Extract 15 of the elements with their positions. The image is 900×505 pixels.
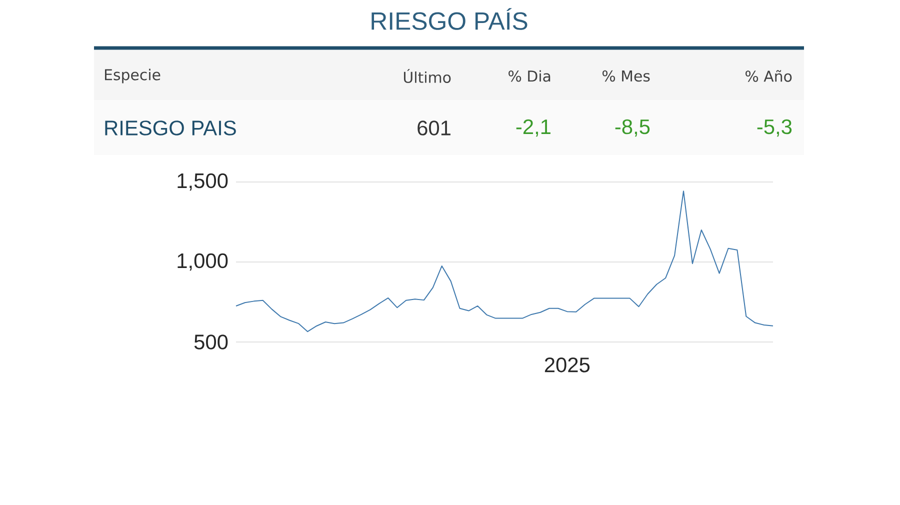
text: % Dia: [508, 70, 550, 82]
text: -8,5: [615, 119, 650, 137]
y-tick-label: 1,000: [178, 253, 228, 271]
y-tick-label: 500: [194, 334, 228, 350]
text: % Año: [746, 70, 792, 82]
text: -2,1: [516, 119, 550, 137]
y-tick-label: 1,500: [178, 173, 228, 191]
chart-title: RIESGO PAÍS: [372, 8, 528, 30]
x-tick-label: 2025: [544, 358, 590, 372]
text: 601: [418, 120, 450, 136]
text: -5,3: [757, 119, 792, 137]
text: % Mes: [602, 70, 650, 82]
text: Especie: [105, 68, 160, 84]
text: Último: [404, 68, 451, 84]
text: RIESGO PAIS: [105, 120, 236, 136]
